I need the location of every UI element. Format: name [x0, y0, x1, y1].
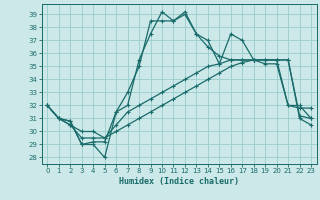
X-axis label: Humidex (Indice chaleur): Humidex (Indice chaleur) — [119, 177, 239, 186]
